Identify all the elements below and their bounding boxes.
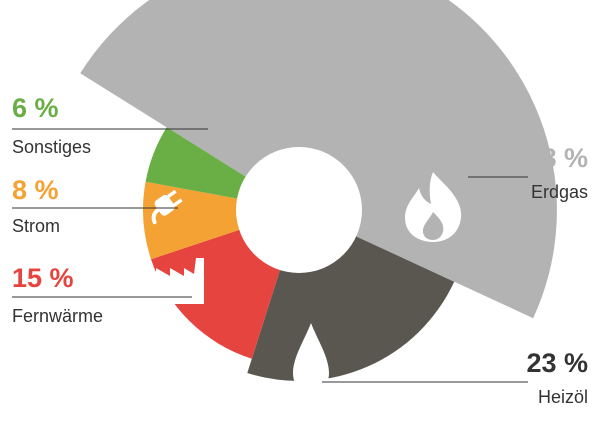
category-label-strom: Strom (12, 216, 60, 236)
slice-labels: 48 % Erdgas 23 % Heizöl 15 % Fernwärme 8 % Stro… (12, 93, 588, 407)
category-label-heizol: Heizöl (538, 387, 588, 407)
category-label-fernwarme: Fernwärme (12, 306, 103, 326)
category-label-erdgas: Erdgas (531, 182, 588, 202)
oil-drop-icon (293, 323, 329, 393)
value-label-strom: 8 % (12, 175, 59, 205)
plug-icon (151, 189, 183, 225)
slice-icons (151, 172, 462, 393)
value-label-heizol: 23 % (526, 348, 588, 378)
category-label-sonstiges: Sonstiges (12, 137, 91, 157)
flame-icon (405, 172, 462, 242)
factory-icon (156, 258, 204, 304)
donut-hole (236, 147, 362, 273)
leader-lines (12, 128, 528, 383)
value-label-sonstiges: 6 % (12, 93, 59, 123)
value-label-fernwarme: 15 % (12, 263, 74, 293)
value-label-erdgas: 48 % (526, 143, 588, 173)
